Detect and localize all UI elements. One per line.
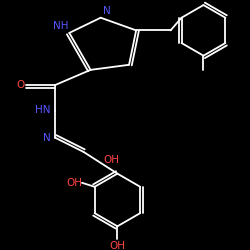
Text: N: N [104,6,111,16]
Text: OH: OH [104,156,120,166]
Text: NH: NH [53,21,68,31]
Text: N: N [43,133,50,143]
Text: O: O [16,80,24,90]
Text: OH: OH [110,240,126,250]
Text: HN: HN [35,105,51,115]
Text: OH: OH [66,178,82,188]
